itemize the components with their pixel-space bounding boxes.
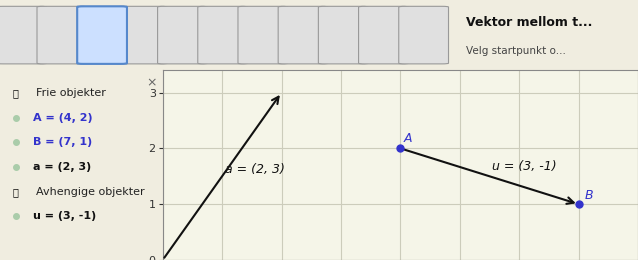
Text: 📁: 📁: [13, 88, 19, 98]
Text: Avhengige objekter: Avhengige objekter: [36, 187, 144, 197]
Text: Vektor mellom t...: Vektor mellom t...: [466, 16, 592, 29]
FancyBboxPatch shape: [0, 6, 47, 64]
Text: A = (4, 2): A = (4, 2): [33, 113, 92, 123]
Text: A: A: [403, 132, 412, 145]
Text: 📁: 📁: [13, 187, 19, 197]
FancyBboxPatch shape: [278, 6, 328, 64]
Text: a = (2, 3): a = (2, 3): [33, 162, 91, 172]
Text: u = (3, -1): u = (3, -1): [33, 211, 96, 221]
FancyBboxPatch shape: [77, 6, 127, 64]
Text: Velg startpunkt o...: Velg startpunkt o...: [466, 46, 566, 56]
FancyBboxPatch shape: [198, 6, 248, 64]
FancyBboxPatch shape: [158, 6, 207, 64]
FancyBboxPatch shape: [318, 6, 368, 64]
FancyBboxPatch shape: [238, 6, 288, 64]
Text: u = (3, -1): u = (3, -1): [493, 160, 557, 173]
FancyBboxPatch shape: [77, 6, 127, 64]
Text: B = (7, 1): B = (7, 1): [33, 137, 92, 147]
Text: a = (2, 3): a = (2, 3): [225, 164, 285, 177]
Text: B: B: [584, 188, 593, 202]
Text: Frie objekter: Frie objekter: [36, 88, 106, 98]
FancyBboxPatch shape: [117, 6, 167, 64]
FancyBboxPatch shape: [37, 6, 87, 64]
FancyBboxPatch shape: [399, 6, 449, 64]
Text: ×: ×: [146, 76, 156, 89]
FancyBboxPatch shape: [359, 6, 408, 64]
